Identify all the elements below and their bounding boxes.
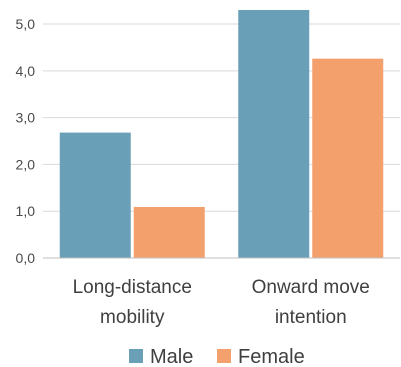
legend-label-female: Female	[238, 346, 305, 367]
x-category-label: intention	[275, 307, 347, 328]
legend-label-male: Male	[150, 346, 193, 367]
y-tick-label: 3,0	[16, 110, 36, 126]
labels-layer: 0,0 1,0 2,0 3,0 4,0 5,0 Long-distance mobility O…	[16, 16, 370, 328]
legend-swatch-female	[217, 349, 231, 363]
x-category-label: Long-distance	[73, 277, 192, 298]
bar-female-2	[312, 58, 384, 258]
y-tick-label: 0,0	[16, 250, 36, 266]
legend-swatch-male	[129, 349, 143, 363]
y-tick-label: 4,0	[16, 63, 36, 79]
bar-male-2	[238, 10, 310, 258]
y-tick-label: 5,0	[16, 16, 36, 32]
y-tick-label: 1,0	[16, 203, 36, 219]
x-category-label: mobility	[100, 307, 165, 328]
bars-layer	[59, 10, 384, 258]
bar-male-1	[59, 132, 131, 258]
x-category-label: Onward move	[252, 277, 370, 298]
y-tick-label: 2,0	[16, 156, 36, 172]
legend-layer: Male Female	[129, 346, 305, 367]
bar-female-1	[133, 206, 205, 258]
